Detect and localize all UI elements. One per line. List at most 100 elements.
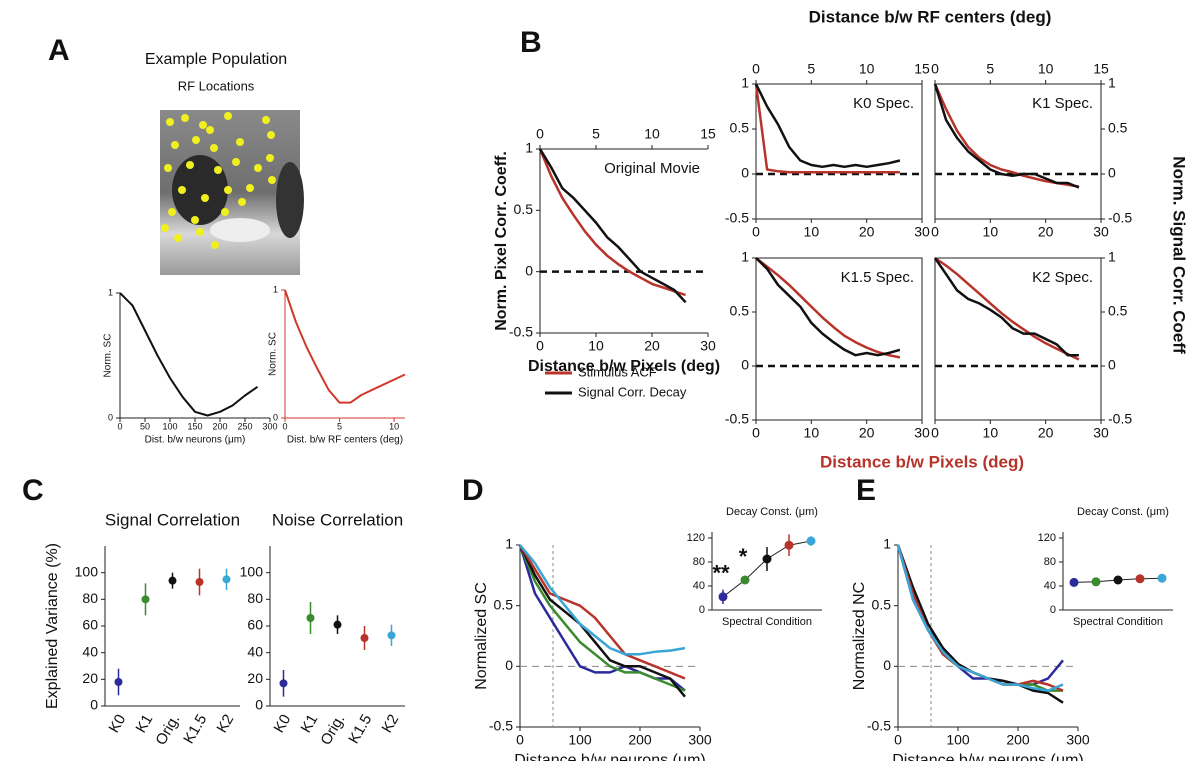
chart-title: K1 Spec. bbox=[1032, 95, 1093, 112]
series-line bbox=[933, 83, 1080, 189]
y-tick-label: 120 bbox=[687, 532, 705, 544]
panel-letter: D bbox=[462, 474, 484, 507]
x2-tick-label: 15 bbox=[914, 61, 930, 77]
data-point bbox=[1113, 575, 1123, 585]
y-tick-label: 80 bbox=[1044, 556, 1056, 568]
plot-frame bbox=[934, 257, 1102, 421]
x-tick-label: 100 bbox=[946, 732, 970, 748]
x-tick-label: 0 bbox=[931, 425, 939, 441]
y-tick-label: 1 bbox=[505, 536, 513, 552]
y-tick-label: 0 bbox=[108, 412, 113, 422]
x-tick-label: 50 bbox=[140, 421, 150, 431]
data-point bbox=[740, 575, 750, 585]
x-tick-label: 300 bbox=[1066, 732, 1090, 748]
y-axis-label: Normalized SC bbox=[473, 582, 490, 690]
x-tick-label: 30 bbox=[700, 338, 716, 354]
x-tick-label: 0 bbox=[536, 338, 544, 354]
chart-title: K1.5 Spec. bbox=[841, 269, 914, 286]
x-tick-label: 30 bbox=[914, 425, 930, 441]
y-tick-label: 1 bbox=[273, 284, 278, 294]
data-point bbox=[1069, 577, 1079, 587]
data-point bbox=[168, 576, 177, 585]
x-tick-label: 0 bbox=[894, 732, 902, 748]
x-tick-label: K1 bbox=[297, 711, 321, 735]
y-tick-label: 0.5 bbox=[730, 120, 750, 136]
data-point bbox=[141, 595, 150, 604]
data-point bbox=[387, 631, 396, 640]
shared-top-label: Distance b/w RF centers (deg) bbox=[809, 7, 1052, 26]
data-point bbox=[1135, 574, 1145, 584]
x-tick-label: 300 bbox=[688, 732, 712, 748]
x2-tick-label: 10 bbox=[644, 126, 660, 142]
y-tick-label: 80 bbox=[82, 590, 98, 606]
x2-tick-label: 5 bbox=[986, 61, 994, 77]
x-tick-label: K0 bbox=[105, 711, 129, 735]
data-point bbox=[195, 578, 204, 586]
y-axis-label: Norm. SC bbox=[268, 332, 279, 376]
x-tick-label: 10 bbox=[389, 421, 399, 431]
y-tick-label: 0.5 bbox=[1108, 303, 1128, 319]
x-tick-label: 100 bbox=[162, 421, 177, 431]
series-line bbox=[538, 148, 686, 297]
y-tick-label: -0.5 bbox=[1108, 411, 1132, 427]
x-tick-label: 20 bbox=[644, 338, 660, 354]
x-tick-label: 0 bbox=[117, 421, 122, 431]
series-line bbox=[519, 544, 686, 656]
panel-letter: E bbox=[856, 474, 876, 507]
y-tick-label: 60 bbox=[247, 617, 263, 633]
panel-letter: A bbox=[48, 34, 70, 67]
data-point bbox=[784, 540, 794, 550]
y-tick-label: 0.5 bbox=[514, 201, 534, 217]
y-tick-label: 80 bbox=[247, 590, 263, 606]
y-tick-label: 120 bbox=[1038, 532, 1056, 544]
x-tick-label: 200 bbox=[1006, 732, 1030, 748]
x-tick-label: Orig. bbox=[152, 711, 183, 748]
series-line bbox=[518, 544, 686, 680]
panel-letter: C bbox=[22, 474, 44, 507]
x2-tick-label: 10 bbox=[1038, 61, 1054, 77]
y-tick-label: 40 bbox=[693, 580, 705, 592]
x2-tick-label: 15 bbox=[700, 126, 716, 142]
y-tick-label: -0.5 bbox=[725, 210, 749, 226]
chart-title: Decay Const. (μm) bbox=[1077, 506, 1169, 518]
data-point bbox=[279, 679, 288, 688]
x-tick-label: K2 bbox=[378, 711, 402, 735]
data-point bbox=[114, 678, 123, 686]
x-axis-label: Spectral Condition bbox=[722, 616, 812, 628]
x-tick-label: 150 bbox=[187, 421, 202, 431]
data-point bbox=[333, 620, 342, 629]
y-tick-label: -0.5 bbox=[509, 324, 533, 340]
series-line bbox=[538, 148, 687, 304]
x-tick-label: 200 bbox=[628, 732, 652, 748]
series-line bbox=[754, 83, 901, 169]
x-tick-label: 20 bbox=[1038, 425, 1054, 441]
x-tick-label: 10 bbox=[588, 338, 604, 354]
y-tick-label: 1 bbox=[525, 140, 533, 156]
data-point bbox=[360, 634, 369, 642]
y-tick-label: 40 bbox=[247, 643, 263, 659]
plot-frame bbox=[934, 83, 1102, 220]
chart-title: Decay Const. (μm) bbox=[726, 506, 818, 518]
x-axis-label: Dist. b/w RF centers (deg) bbox=[287, 435, 403, 446]
data-point bbox=[306, 614, 315, 622]
data-point bbox=[1157, 573, 1167, 583]
y-tick-label: 0 bbox=[741, 357, 749, 373]
x2-tick-label: 0 bbox=[931, 61, 939, 77]
plot-frame bbox=[755, 83, 923, 220]
y-tick-label: 20 bbox=[82, 670, 98, 686]
y-tick-label: -0.5 bbox=[867, 718, 891, 734]
series-line bbox=[934, 256, 1080, 361]
x-tick-label: 20 bbox=[859, 425, 875, 441]
y-tick-label: -0.5 bbox=[1108, 210, 1132, 226]
y-tick-label: 80 bbox=[693, 556, 705, 568]
legend-label: Stimulus ACF bbox=[578, 364, 657, 379]
x-tick-label: 30 bbox=[914, 224, 930, 240]
y-axis-label: Norm. SC bbox=[103, 334, 114, 378]
x-tick-label: 5 bbox=[337, 421, 342, 431]
data-point bbox=[806, 536, 816, 546]
series-line bbox=[119, 292, 259, 417]
series-line bbox=[896, 544, 1064, 692]
x2-tick-label: 5 bbox=[592, 126, 600, 142]
y-tick-label: 0.5 bbox=[730, 303, 750, 319]
y-axis-label: Normalized NC bbox=[851, 582, 868, 690]
